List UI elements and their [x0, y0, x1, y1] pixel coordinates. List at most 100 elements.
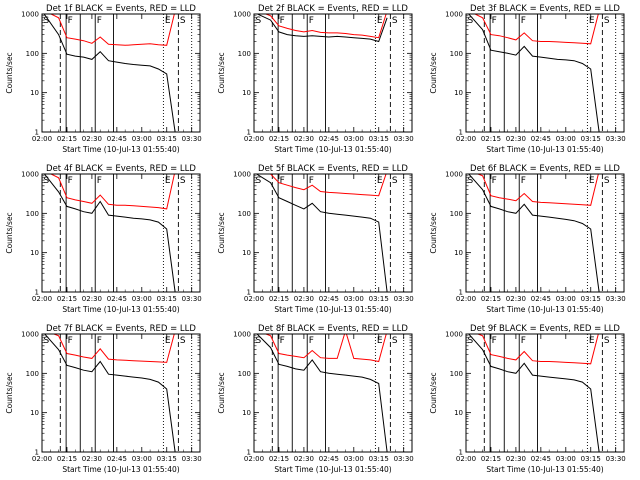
event-marker-label: E — [589, 336, 595, 346]
y-tick-label: 10 — [242, 409, 251, 417]
y-tick-label: 1 — [35, 289, 39, 297]
y-axis-label: Counts/sec — [5, 372, 14, 413]
x-tick-label: 02:30 — [506, 455, 526, 463]
x-tick-label: 02:45 — [107, 455, 127, 463]
y-tick-label: 100 — [450, 210, 463, 218]
x-tick-label: 02:45 — [319, 455, 339, 463]
x-tick-label: 02:15 — [57, 135, 77, 143]
event-marker-label: F — [492, 176, 497, 186]
event-marker-label: S — [256, 336, 262, 346]
y-tick-label: 100 — [26, 210, 39, 218]
y-tick-label: 1 — [35, 129, 39, 137]
event-marker-label: E — [377, 16, 383, 26]
x-tick-label: 02:00 — [244, 455, 264, 463]
panel-title: Det 7f BLACK = Events, RED = LLD — [46, 324, 196, 334]
x-tick-label: 03:00 — [344, 135, 364, 143]
event-marker-label: E — [165, 176, 171, 186]
x-tick-label: 03:00 — [344, 455, 364, 463]
x-tick-label: 03:30 — [606, 455, 626, 463]
y-axis-label: Counts/sec — [429, 212, 438, 253]
x-tick-label: 02:30 — [506, 295, 526, 303]
event-marker-label: F — [97, 336, 102, 346]
y-tick-label: 1000 — [233, 11, 251, 19]
x-tick-label: 03:15 — [581, 135, 601, 143]
event-marker-label: S — [44, 336, 50, 346]
x-axis-label: Start Time (10-Jul-13 01:55:40) — [274, 145, 391, 154]
y-axis-label: Counts/sec — [429, 52, 438, 93]
x-tick-label: 02:15 — [269, 455, 289, 463]
detector-panel-2: Det 2f BLACK = Events, RED = LLD Counts/s… — [217, 4, 414, 154]
y-tick-label: 1000 — [21, 331, 39, 339]
x-tick-label: 02:00 — [456, 135, 476, 143]
y-tick-label: 10 — [30, 89, 39, 97]
x-tick-label: 03:30 — [394, 295, 414, 303]
event-marker-label: S — [468, 16, 474, 26]
plot-frame — [253, 173, 413, 293]
x-tick-label: 03:15 — [157, 295, 177, 303]
y-tick-label: 1000 — [445, 11, 463, 19]
event-marker-label: F — [521, 336, 526, 346]
x-axis-label: Start Time (10-Jul-13 01:55:40) — [274, 465, 391, 474]
plot-frame — [41, 173, 201, 293]
y-tick-label: 100 — [238, 370, 251, 378]
y-tick-label: 1000 — [233, 171, 251, 179]
plot-frame — [253, 333, 413, 453]
lld-series-line — [264, 14, 387, 39]
events-series-line — [468, 334, 600, 452]
x-axis-label: Start Time (10-Jul-13 01:55:40) — [62, 305, 179, 314]
x-tick-label: 02:45 — [319, 295, 339, 303]
x-axis-label: Start Time (10-Jul-13 01:55:40) — [486, 465, 603, 474]
x-tick-label: 03:30 — [394, 455, 414, 463]
event-marker-label: F — [309, 336, 314, 346]
lld-series-line — [49, 174, 175, 210]
event-marker-label: F — [68, 336, 73, 346]
event-marker-label: S — [256, 16, 262, 26]
event-marker-label: E — [589, 176, 595, 186]
event-marker-label: E — [377, 176, 383, 186]
event-marker-label: S — [604, 336, 610, 346]
x-tick-label: 02:30 — [294, 295, 314, 303]
x-axis-label: Start Time (10-Jul-13 01:55:40) — [486, 305, 603, 314]
panel-title: Det 3f BLACK = Events, RED = LLD — [470, 4, 620, 14]
x-tick-label: 03:15 — [581, 295, 601, 303]
detector-panel-7: Det 7f BLACK = Events, RED = LLD Counts/s… — [5, 324, 202, 474]
plot-frame — [41, 13, 201, 133]
x-tick-label: 02:00 — [456, 455, 476, 463]
x-tick-label: 03:00 — [132, 455, 152, 463]
y-tick-label: 1 — [247, 289, 251, 297]
x-tick-label: 02:45 — [531, 135, 551, 143]
events-series-line — [256, 334, 388, 452]
x-tick-label: 02:15 — [269, 295, 289, 303]
lld-series-line — [476, 174, 599, 206]
x-tick-label: 02:30 — [82, 455, 102, 463]
event-marker-label: F — [521, 16, 526, 26]
events-series-line — [43, 14, 176, 132]
y-tick-label: 100 — [450, 50, 463, 58]
lld-series-line — [268, 174, 387, 197]
y-tick-label: 10 — [30, 409, 39, 417]
y-tick-label: 1 — [459, 289, 463, 297]
lld-series-line — [264, 334, 387, 363]
x-tick-label: 02:15 — [481, 135, 501, 143]
y-tick-label: 1000 — [233, 331, 251, 339]
event-marker-label: F — [97, 16, 102, 26]
x-tick-label: 02:15 — [57, 295, 77, 303]
x-tick-label: 03:00 — [556, 135, 576, 143]
x-tick-label: 02:15 — [481, 455, 501, 463]
y-tick-label: 1000 — [445, 171, 463, 179]
x-tick-label: 03:15 — [369, 135, 389, 143]
y-axis-label: Counts/sec — [429, 372, 438, 413]
event-marker-label: E — [377, 336, 383, 346]
x-tick-label: 02:30 — [82, 295, 102, 303]
x-tick-label: 03:30 — [182, 455, 202, 463]
detector-panel-8: Det 8f BLACK = Events, RED = LLD Counts/s… — [217, 324, 414, 474]
panel-title: Det 6f BLACK = Events, RED = LLD — [470, 164, 620, 174]
y-tick-label: 10 — [242, 249, 251, 257]
detector-panel-6: Det 6f BLACK = Events, RED = LLD Counts/s… — [429, 164, 626, 314]
lld-series-line — [473, 14, 599, 45]
x-tick-label: 02:00 — [32, 455, 52, 463]
plot-frame — [465, 333, 625, 453]
event-marker-label: S — [180, 176, 186, 186]
y-axis-label: Counts/sec — [5, 212, 14, 253]
